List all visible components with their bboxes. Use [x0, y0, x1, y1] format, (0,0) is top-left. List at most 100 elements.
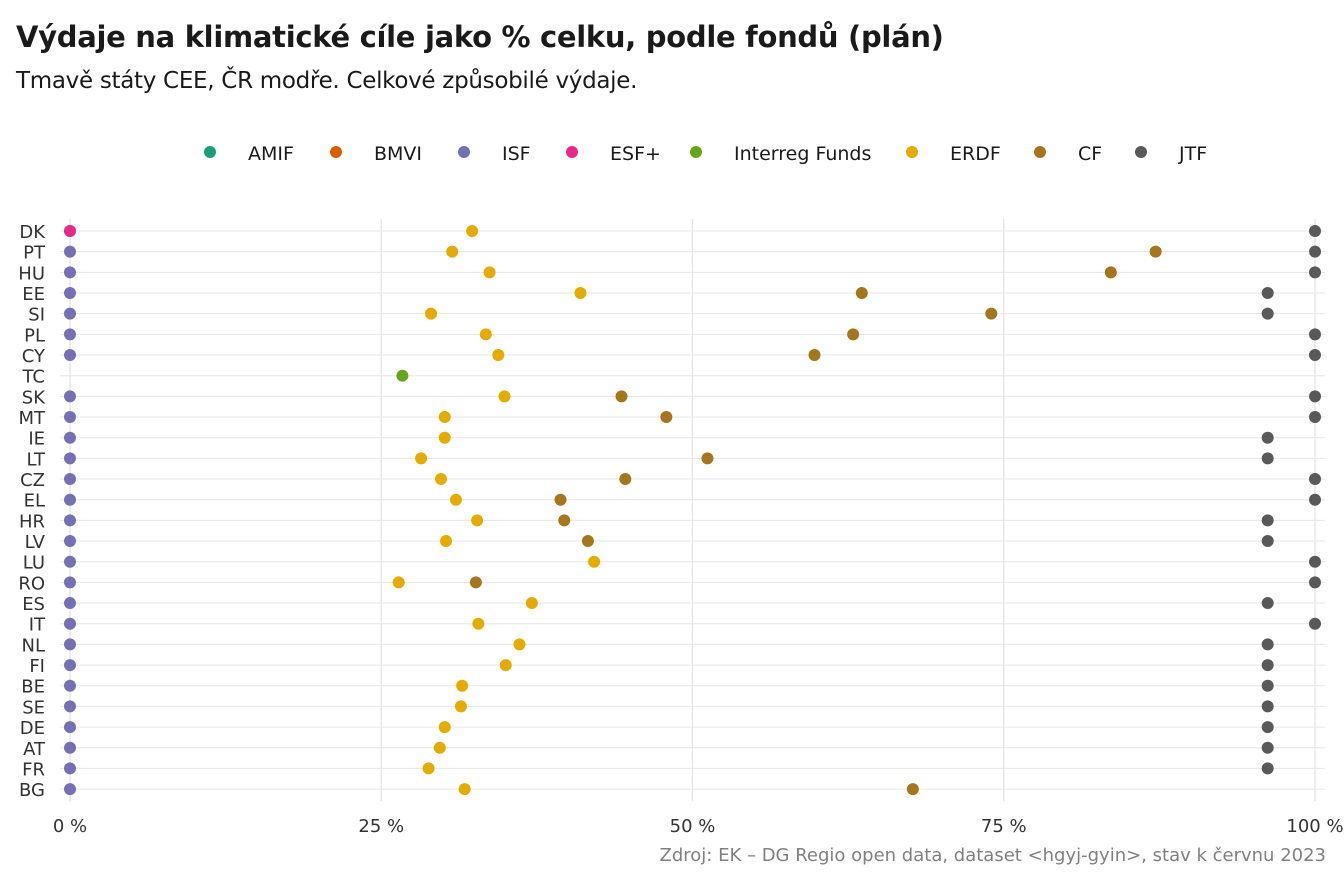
- data-point: [64, 783, 76, 796]
- data-point: [619, 473, 632, 486]
- y-tick-label: SE: [22, 697, 45, 718]
- data-point: [701, 452, 714, 465]
- legend-label: JTF: [1178, 143, 1207, 165]
- legend-item: JTF: [1135, 143, 1207, 165]
- data-point: [64, 514, 76, 527]
- data-point: [64, 617, 76, 630]
- legend-label: Interreg Funds: [734, 143, 871, 165]
- chart-subtitle: Tmavě státy CEE, ČR modře. Celkové způso…: [16, 68, 638, 94]
- data-point: [64, 493, 76, 506]
- data-point: [1309, 266, 1321, 279]
- legend-label: CF: [1078, 143, 1102, 165]
- data-point: [513, 638, 526, 651]
- data-point: [435, 473, 448, 486]
- data-point: [64, 245, 76, 258]
- data-point: [64, 638, 76, 651]
- legend-marker: [906, 146, 918, 158]
- data-point: [64, 659, 76, 672]
- y-axis: DKPTHUEESIPLCYTCSKMTIELTCZELHRLVLUROESIT…: [18, 222, 46, 801]
- legend-marker: [1034, 146, 1046, 158]
- data-point: [422, 762, 435, 775]
- y-tick-label: PL: [24, 325, 45, 346]
- data-point: [1261, 452, 1274, 465]
- y-tick-label: AT: [23, 739, 46, 760]
- y-tick-label: LU: [23, 553, 45, 574]
- legend-item: CF: [1034, 143, 1102, 165]
- data-point: [855, 287, 868, 300]
- series-esf-: [64, 225, 76, 237]
- data-point: [466, 225, 479, 237]
- data-point: [64, 452, 76, 465]
- data-point: [1309, 493, 1321, 506]
- y-tick-label: IT: [29, 615, 46, 636]
- data-point: [1261, 638, 1274, 651]
- data-point: [525, 597, 538, 610]
- y-tick-label: LV: [25, 532, 46, 553]
- data-point: [458, 783, 471, 796]
- legend-item: ERDF: [906, 143, 1001, 165]
- data-point: [1309, 225, 1321, 237]
- data-point: [64, 700, 76, 713]
- x-tick-label: 25 %: [358, 816, 404, 837]
- data-point: [581, 535, 594, 548]
- data-point: [64, 225, 76, 237]
- y-tick-label: PT: [23, 243, 46, 264]
- data-point: [446, 245, 459, 258]
- data-point: [1261, 659, 1274, 672]
- data-point: [906, 783, 919, 796]
- data-point: [454, 700, 467, 713]
- legend-marker: [690, 146, 702, 158]
- data-point: [1261, 762, 1274, 775]
- y-tick-label: TC: [21, 367, 45, 388]
- data-point: [1104, 266, 1117, 279]
- data-point: [1309, 555, 1321, 568]
- data-point: [498, 390, 511, 403]
- data-point: [396, 369, 409, 382]
- data-point: [433, 741, 446, 754]
- grid: [60, 219, 1325, 802]
- y-tick-label: HR: [19, 511, 45, 532]
- legend-label: BMVI: [374, 143, 422, 165]
- y-tick-label: HU: [18, 263, 45, 284]
- chart-title: Výdaje na klimatické cíle jako % celku, …: [16, 20, 944, 54]
- data-point: [847, 328, 860, 341]
- data-point: [985, 307, 998, 320]
- data-point: [558, 514, 571, 527]
- y-tick-label: BE: [21, 677, 45, 698]
- legend-item: ESF+: [566, 143, 661, 165]
- data-point: [660, 411, 673, 424]
- data-point: [392, 576, 405, 589]
- data-point: [1309, 245, 1321, 258]
- legend-label: ESF+: [610, 143, 661, 165]
- y-tick-label: CY: [22, 346, 46, 367]
- data-point: [438, 411, 451, 424]
- data-point: [469, 576, 482, 589]
- data-point: [1309, 349, 1321, 362]
- data-point: [574, 287, 587, 300]
- data-point: [64, 473, 76, 486]
- data-point: [1261, 307, 1274, 320]
- data-point: [479, 328, 492, 341]
- data-point: [1261, 287, 1274, 300]
- y-tick-label: SI: [28, 305, 45, 326]
- data-point: [1261, 700, 1274, 713]
- data-point: [64, 266, 76, 279]
- data-point: [1309, 617, 1321, 630]
- y-tick-label: FR: [22, 759, 45, 780]
- data-point: [1261, 535, 1274, 548]
- data-point: [415, 452, 428, 465]
- data-point: [64, 597, 76, 610]
- series-jtf: [1261, 225, 1321, 775]
- data-point: [1261, 679, 1274, 692]
- data-point: [1309, 328, 1321, 341]
- y-tick-label: EE: [22, 284, 45, 305]
- legend-label: AMIF: [248, 143, 294, 165]
- data-point: [425, 307, 438, 320]
- data-point: [438, 721, 451, 734]
- legend-marker: [566, 146, 578, 158]
- data-point: [439, 535, 452, 548]
- y-tick-label: EL: [24, 491, 45, 512]
- x-tick-label: 0 %: [53, 816, 87, 837]
- legend-marker: [1135, 146, 1147, 158]
